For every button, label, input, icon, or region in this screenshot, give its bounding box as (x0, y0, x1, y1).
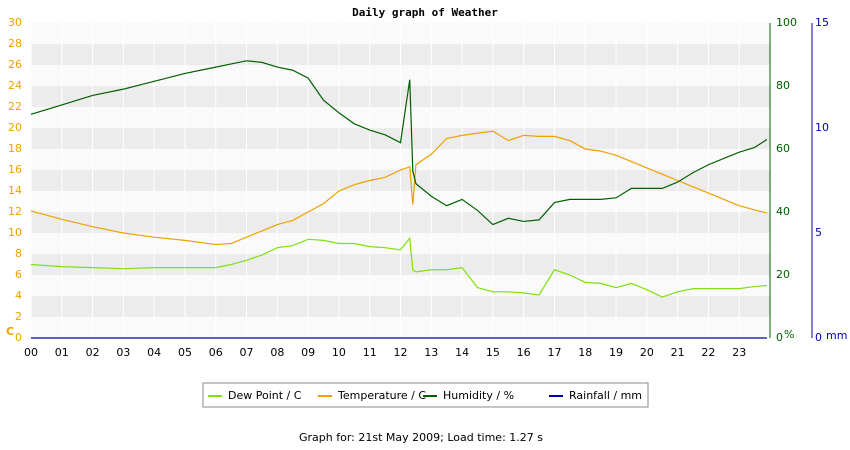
y-tick-label: 18 (8, 142, 22, 155)
y2-tick-label: 100 (776, 16, 797, 29)
x-tick-label: 06 (209, 346, 223, 359)
y-tick-label: 22 (8, 100, 22, 113)
y-tick-label: 4 (15, 289, 22, 302)
y2-axis-unit: % (784, 328, 794, 341)
x-tick-label: 12 (394, 346, 408, 359)
legend-label: Humidity / % (443, 389, 514, 402)
data-line (30, 236, 767, 298)
y-tick-label: 14 (8, 184, 22, 197)
x-tick-label: 17 (547, 346, 561, 359)
y3-axis-unit: mm (826, 329, 847, 342)
x-tick-label: 02 (86, 346, 100, 359)
chart-title: Daily graph of Weather (352, 6, 498, 19)
x-tick-label: 00 (24, 346, 38, 359)
x-tick-label: 18 (578, 346, 592, 359)
x-tick-label: 14 (455, 346, 469, 359)
x-tick-label: 13 (424, 346, 438, 359)
y3-tick-label: 10 (815, 121, 829, 134)
y3-tick-label: 15 (815, 16, 829, 29)
y-tick-label: 6 (15, 268, 22, 281)
y2-tick-label: 60 (776, 142, 790, 155)
y-tick-label: 0 (15, 331, 22, 344)
x-tick-label: 04 (147, 346, 161, 359)
x-tick-label: 10 (332, 346, 346, 359)
y-tick-label: 12 (8, 205, 22, 218)
legend-label: Dew Point / C (228, 389, 302, 402)
x-tick-label: 11 (363, 346, 377, 359)
x-tick-label: 16 (517, 346, 531, 359)
data-line (30, 60, 768, 226)
legend-label: Rainfall / mm (569, 389, 642, 402)
data-line (30, 130, 768, 246)
y-tick-label: 24 (8, 79, 22, 92)
legend-label: Temperature / C (337, 389, 426, 402)
y2-tick-label: 0 (776, 331, 783, 344)
y-tick-label: 10 (8, 226, 22, 239)
x-tick-label: 19 (609, 346, 623, 359)
x-tick-label: 09 (301, 346, 315, 359)
y2-tick-label: 80 (776, 79, 790, 92)
x-tick-label: 08 (270, 346, 284, 359)
y2-tick-label: 40 (776, 205, 790, 218)
y-tick-label: 30 (8, 16, 22, 29)
y3-tick-label: 5 (815, 226, 822, 239)
footer: Graph for: 21st May 2009; Load time: 1.2… (299, 431, 543, 444)
x-tick-label: 20 (640, 346, 654, 359)
y-tick-label: 2 (15, 310, 22, 323)
y2-tick-label: 20 (776, 268, 790, 281)
y-tick-label: 26 (8, 58, 22, 71)
y-tick-label: 16 (8, 163, 22, 176)
y3-tick-label: 0 (815, 331, 822, 344)
x-tick-label: 15 (486, 346, 500, 359)
x-tick-label: 07 (240, 346, 254, 359)
y-tick-label: 8 (15, 247, 22, 260)
y-tick-label: 28 (8, 37, 22, 50)
y-axis-unit: C (6, 325, 14, 338)
x-tick-label: 23 (732, 346, 746, 359)
x-tick-label: 22 (701, 346, 715, 359)
x-tick-label: 01 (55, 346, 69, 359)
x-tick-label: 05 (178, 346, 192, 359)
x-tick-label: 03 (116, 346, 130, 359)
y-tick-label: 20 (8, 121, 22, 134)
x-tick-label: 21 (671, 346, 685, 359)
